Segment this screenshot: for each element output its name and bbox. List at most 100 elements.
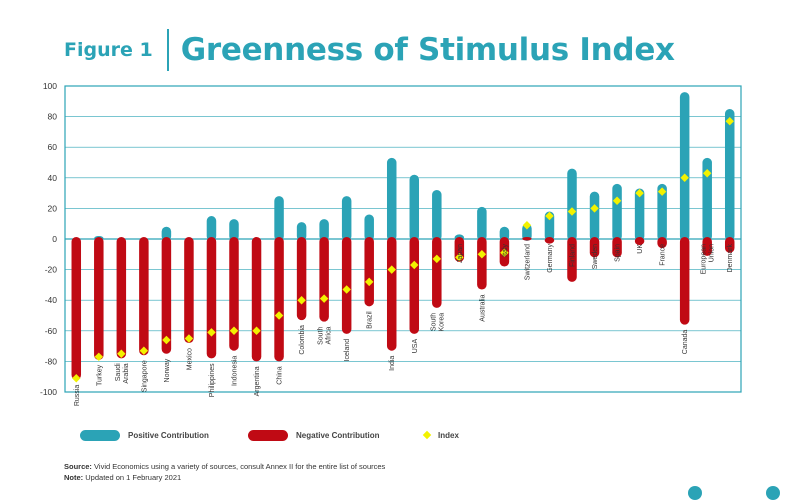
- header-divider: [166, 29, 169, 71]
- category-label: Indonesia: [232, 356, 239, 386]
- negative-bar: [319, 237, 329, 322]
- category-label: Russia: [74, 385, 81, 407]
- index-marker: [184, 334, 194, 343]
- positive-bar: [589, 191, 600, 241]
- negative-bar: [567, 237, 577, 282]
- index-marker: [297, 295, 306, 305]
- category-label: Mexico: [186, 348, 193, 370]
- negative-bar: [274, 237, 284, 362]
- figure-label: Figure 1: [64, 39, 153, 61]
- negative-bar: [477, 237, 487, 290]
- positive-bar: [477, 206, 487, 241]
- note-label: Note:: [64, 473, 84, 482]
- y-tick-label: 40: [48, 173, 58, 183]
- positive-bar: [319, 219, 329, 241]
- positive-bar: [499, 226, 510, 241]
- negative-bar: [386, 237, 397, 351]
- y-tick-label: -60: [45, 326, 58, 336]
- category-label: Iceland: [344, 339, 351, 362]
- negative-bar: [634, 237, 645, 246]
- negative-bar: [679, 237, 690, 325]
- negative-bar: [116, 237, 127, 359]
- index-marker: [229, 326, 239, 336]
- y-tick-label: -80: [45, 356, 58, 366]
- y-tick-label: 60: [48, 142, 58, 152]
- positive-bar: [679, 92, 690, 242]
- negative-bar: [409, 237, 420, 334]
- source-text: Vivid Economics using a variety of sourc…: [94, 462, 386, 471]
- category-label: Finland: [570, 244, 577, 267]
- chart-title: Greenness of Stimulus Index: [180, 32, 675, 68]
- category-label: EuropeanUnion: [701, 244, 716, 274]
- note-text: Updated on 1 February 2021: [85, 473, 182, 482]
- category-label: Italy: [502, 244, 509, 257]
- decorative-dot: [688, 486, 702, 500]
- negative-bar: [589, 237, 600, 258]
- positive-bar: [296, 222, 307, 241]
- positive-bar: [724, 108, 735, 241]
- legend-negative-swatch: [248, 429, 288, 441]
- positive-bar: [612, 183, 622, 241]
- legend-index: Index: [422, 428, 459, 442]
- positive-bar: [161, 226, 172, 241]
- positive-bar: [567, 168, 577, 241]
- category-label: China: [277, 366, 284, 384]
- legend-index-label: Index: [438, 430, 459, 440]
- legend-positive-swatch: [80, 429, 120, 441]
- positive-bar: [206, 216, 217, 241]
- legend-index-marker: [422, 430, 432, 440]
- negative-bar: [364, 237, 374, 307]
- positive-bar: [386, 157, 397, 241]
- category-label: Canada: [682, 330, 689, 355]
- category-label: SouthAfrica: [318, 327, 333, 345]
- category-label: France: [660, 244, 667, 266]
- figure-header: Figure 1 Greenness of Stimulus Index: [64, 28, 675, 72]
- index-marker: [342, 285, 351, 294]
- category-label: Turkey: [96, 364, 103, 386]
- category-label: Colombia: [299, 325, 306, 355]
- category-label: Norway: [164, 358, 171, 382]
- category-label: Philippines: [209, 363, 216, 397]
- positive-bar: [364, 214, 374, 241]
- category-label: UK: [637, 244, 644, 254]
- index-marker: [364, 277, 374, 287]
- positive-bar: [409, 174, 420, 241]
- positive-bar: [702, 157, 712, 241]
- category-label: Switzerland: [524, 244, 531, 280]
- y-tick-label: -20: [45, 265, 58, 275]
- negative-bar: [229, 237, 239, 351]
- category-label: Brazil: [367, 311, 374, 329]
- category-label: USA: [412, 339, 419, 354]
- chart-area: 100 80 60 40 20 0 -20 -40 -60 -80 -100 Russia Turkey…: [40, 81, 742, 407]
- category-label: Spain: [615, 244, 622, 262]
- negative-bar: [612, 237, 622, 258]
- category-label: Sweden: [592, 244, 599, 269]
- index-marker: [207, 328, 216, 337]
- decorative-dot: [766, 486, 780, 500]
- positive-bar: [544, 211, 555, 241]
- negative-bar: [702, 237, 712, 256]
- legend-positive: Positive Contribution: [80, 428, 209, 442]
- positive-bar: [274, 196, 284, 241]
- positive-bar: [432, 190, 442, 241]
- y-tick-label: -100: [40, 387, 57, 397]
- negative-bar: [71, 237, 82, 380]
- legend-negative-label: Negative Contribution: [296, 430, 380, 440]
- index-marker: [319, 294, 329, 303]
- category-label: Australia: [479, 294, 486, 321]
- index-marker: [94, 352, 104, 362]
- index-marker: [410, 260, 419, 270]
- positive-bar: [634, 188, 645, 241]
- positive-bar: [522, 223, 532, 241]
- category-label: Denmark: [727, 244, 734, 273]
- category-label: SouthKorea: [430, 313, 445, 332]
- legend-positive-label: Positive Contribution: [128, 430, 209, 440]
- category-label: Germany: [547, 244, 554, 273]
- negative-bar: [432, 237, 442, 308]
- negative-bar: [296, 237, 307, 321]
- negative-bar: [184, 237, 194, 344]
- negative-bar: [522, 237, 532, 241]
- negative-bar: [724, 237, 735, 253]
- negative-bar: [94, 237, 104, 360]
- category-label: Japan: [457, 244, 464, 263]
